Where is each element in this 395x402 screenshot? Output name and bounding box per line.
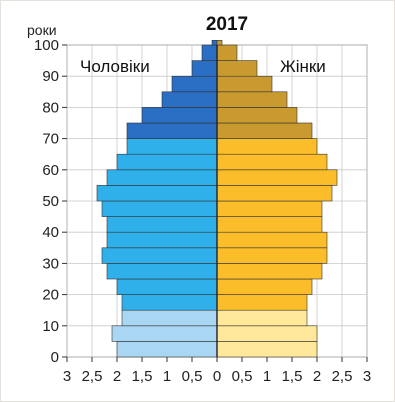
bar-female-age-15: [216, 294, 308, 311]
bar-male-age-10: [121, 309, 218, 327]
x-tick-label-left: 2: [113, 368, 121, 385]
x-tick-label-left: 0,5: [182, 368, 203, 385]
axes: [62, 44, 368, 362]
y-axis-unit-label: роки: [27, 22, 57, 38]
y-tick-label: 40: [42, 224, 59, 241]
x-tick-label-left: 3: [63, 368, 71, 385]
y-tick-label: 0: [51, 349, 59, 366]
bar-female-age-25: [216, 263, 323, 280]
x-tick-label-right: 2,5: [332, 368, 353, 385]
bar-male-age-55: [106, 169, 218, 186]
bar-male-age-75: [141, 107, 218, 124]
bar-male-age-50: [96, 185, 218, 202]
bar-female-age-35: [216, 231, 328, 249]
bar-male-age-85: [171, 75, 218, 93]
bar-female-age-75: [216, 107, 298, 124]
bars: [96, 40, 338, 358]
x-tick-label-right: 3: [363, 368, 371, 385]
bar-female-age-65: [216, 138, 318, 155]
bar-female-age-90: [216, 60, 258, 77]
x-tick-label-left: 1: [163, 368, 171, 385]
y-tick-label: 90: [42, 68, 59, 85]
x-tick-label-left: 0: [213, 368, 221, 385]
bar-male-age-100: [211, 40, 218, 46]
bar-male-age-95: [201, 44, 218, 61]
bar-female-age-45: [216, 200, 323, 217]
bar-female-age-20: [216, 278, 313, 295]
x-tick-label-right: 0,5: [232, 368, 253, 385]
x-tick-label-right: 1,5: [282, 368, 303, 385]
chart-title: 2017: [206, 14, 248, 35]
x-tick-label-left: 2,5: [82, 368, 103, 385]
bar-female-age-0: [216, 341, 318, 358]
legend-female-label: Жінки: [280, 57, 326, 76]
bar-male-age-0: [116, 341, 218, 358]
bar-male-age-65: [126, 138, 218, 155]
bar-male-age-70: [126, 122, 218, 139]
x-tick-label-right: 1: [263, 368, 271, 385]
y-tick-label: 10: [42, 318, 59, 335]
bar-male-age-25: [106, 263, 218, 280]
x-tick-label-left: 1,5: [132, 368, 153, 385]
bar-female-age-5: [216, 325, 318, 342]
bar-female-age-30: [216, 247, 328, 264]
bar-female-age-55: [216, 169, 338, 186]
y-tick-label: 100: [34, 37, 59, 54]
bar-female-age-100: [216, 40, 223, 46]
bar-female-age-60: [216, 153, 328, 171]
y-tick-label: 60: [42, 162, 59, 179]
y-tick-label: 80: [42, 99, 59, 116]
bar-male-age-30: [101, 247, 218, 264]
bar-male-age-35: [106, 231, 218, 249]
bar-female-age-50: [216, 185, 333, 202]
bar-female-age-70: [216, 122, 313, 139]
bar-male-age-90: [191, 60, 218, 77]
y-tick-label: 30: [42, 255, 59, 272]
bar-female-age-80: [216, 91, 288, 108]
y-tick-label: 20: [42, 287, 59, 304]
bar-male-age-45: [101, 200, 218, 217]
legend-male-label: Чоловіки: [80, 57, 150, 76]
bar-male-age-15: [121, 294, 218, 311]
bar-male-age-20: [116, 278, 218, 295]
bar-female-age-40: [216, 216, 323, 233]
x-tick-label-right: 2: [313, 368, 321, 385]
bar-female-age-10: [216, 309, 308, 327]
bar-male-age-40: [106, 216, 218, 233]
y-tick-label: 50: [42, 193, 59, 210]
y-tick-label: 70: [42, 131, 59, 148]
bar-male-age-80: [161, 91, 218, 108]
bar-male-age-60: [116, 153, 218, 171]
bar-female-age-95: [216, 44, 238, 61]
bar-female-age-85: [216, 75, 273, 93]
bar-male-age-5: [111, 325, 218, 342]
